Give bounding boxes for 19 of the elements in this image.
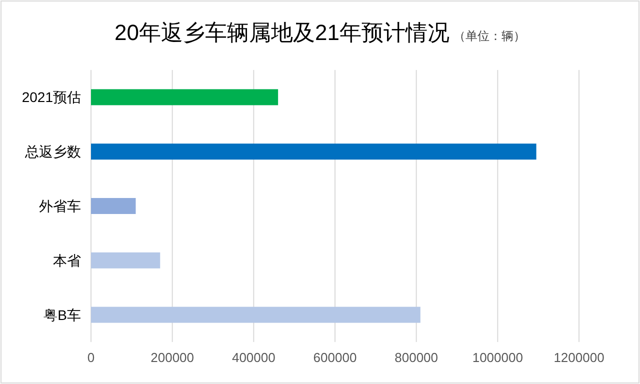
y-tick-label: 粤B车 (44, 306, 81, 323)
bar (91, 144, 536, 160)
chart-subtitle: （单位：辆） (453, 29, 526, 43)
bar (91, 198, 136, 214)
x-tick-label: 200000 (150, 350, 194, 365)
y-tick-label: 2021预估 (22, 89, 81, 106)
chart-title: 20年返乡车辆属地及21年预计情况 (114, 20, 450, 45)
x-tick-label: 800000 (394, 350, 438, 365)
x-tick-label: 0 (87, 350, 95, 365)
bar (91, 306, 420, 323)
x-tick-label: 600000 (313, 350, 357, 365)
x-tick-label: 400000 (232, 350, 276, 365)
bar (91, 89, 278, 106)
y-tick-label: 本省 (53, 252, 81, 268)
y-tick-label: 总返乡数 (24, 144, 81, 160)
x-tick-label: 1000000 (472, 350, 523, 365)
bar (91, 252, 160, 268)
x-tick-label: 1200000 (554, 350, 604, 365)
y-tick-label: 外省车 (39, 198, 81, 214)
